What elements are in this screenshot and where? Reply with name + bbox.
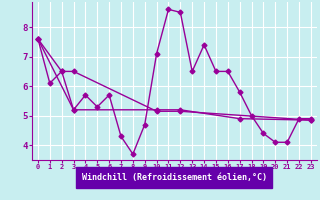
X-axis label: Windchill (Refroidissement éolien,°C): Windchill (Refroidissement éolien,°C) xyxy=(82,173,267,182)
